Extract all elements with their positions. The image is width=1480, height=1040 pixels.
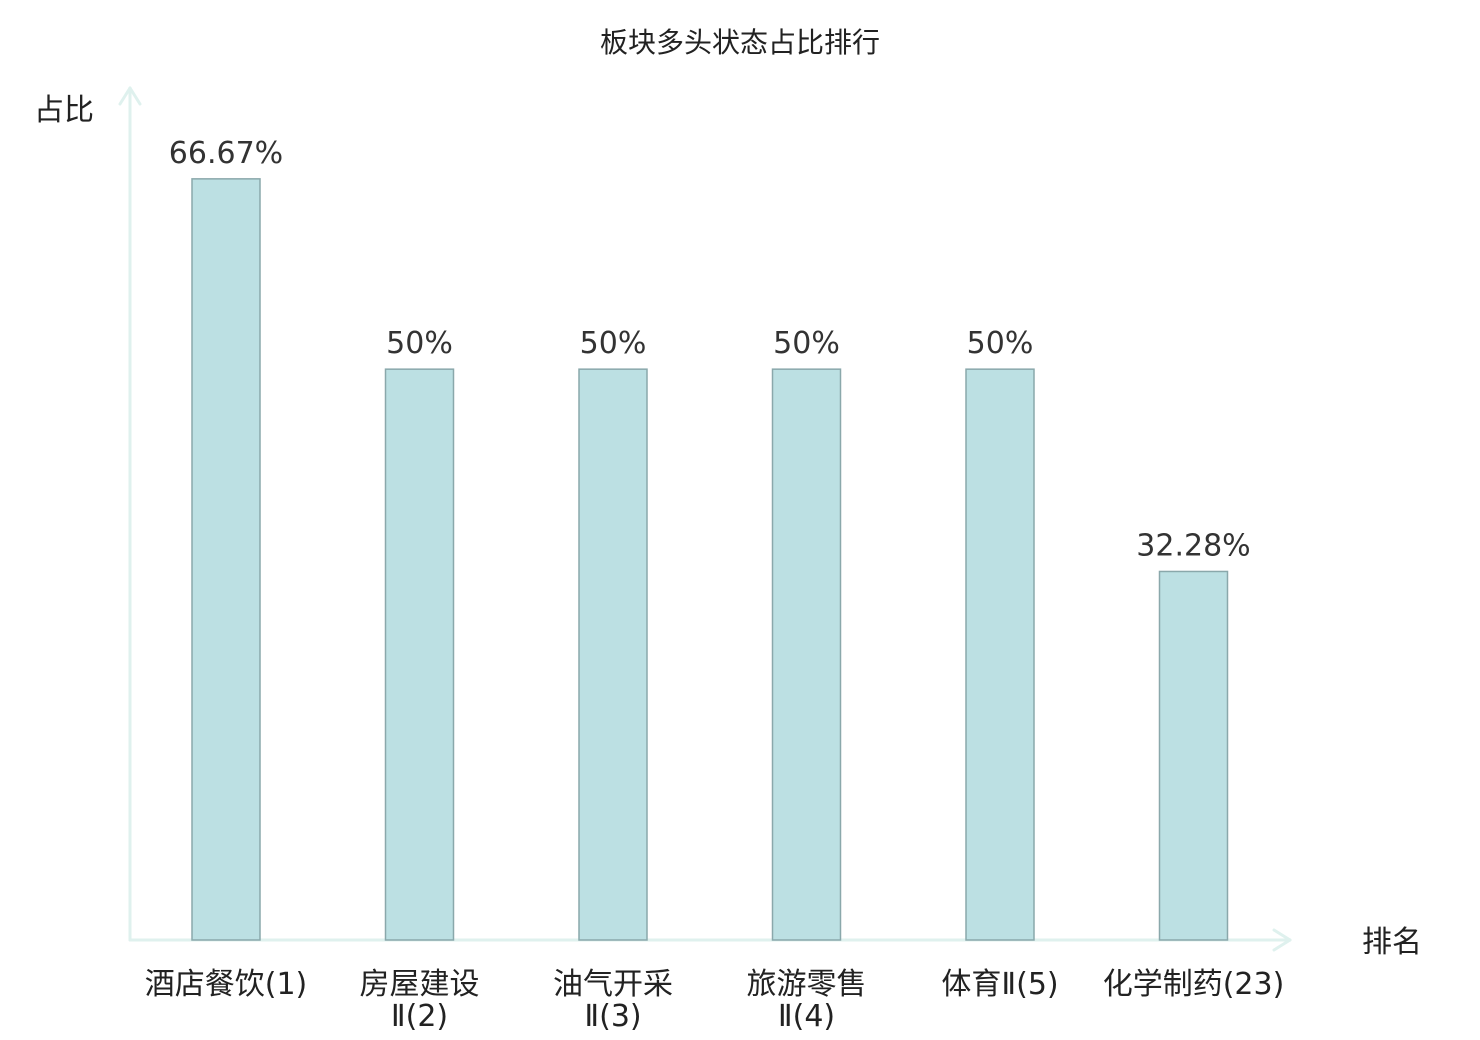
bar	[771, 368, 842, 941]
y-axis-label: 占比	[34, 93, 94, 128]
chart-title: 板块多头状态占比排行	[600, 26, 880, 59]
axes	[118, 86, 1292, 952]
category-tick-label: Ⅱ(2)	[391, 999, 448, 1034]
value-labels-group: 66.67% 50% 50% 50% 50% 32.28%	[169, 136, 1251, 564]
x-axis-arrow-bottom	[1272, 938, 1292, 952]
category-tick-label: 酒店餐饮(1)	[145, 967, 308, 1002]
x-axis-label: 排名	[1362, 925, 1422, 960]
bar-value-label: 50%	[386, 326, 453, 361]
bar-value-label: 50%	[580, 326, 647, 361]
category-tick-label: Ⅱ(4)	[778, 999, 835, 1034]
bar-value-label: 50%	[773, 326, 840, 361]
x-axis-arrow-top	[1272, 928, 1292, 942]
bar-value-label: 50%	[967, 326, 1034, 361]
bar-value-label: 66.67%	[169, 136, 283, 171]
bar	[191, 178, 261, 941]
category-tick-label: 化学制药(23)	[1103, 967, 1285, 1002]
y-axis-arrow-right	[128, 86, 142, 106]
y-axis-arrow-left	[118, 86, 132, 106]
category-tick-label: 房屋建设	[360, 967, 480, 1002]
category-tick-label: 旅游零售	[747, 967, 867, 1002]
bar	[965, 368, 1035, 941]
bar	[384, 368, 455, 941]
category-tick-label: 体育Ⅱ(5)	[941, 967, 1058, 1002]
bar	[578, 368, 648, 941]
category-tick-label: 油气开采	[553, 967, 673, 1002]
bar	[1158, 570, 1229, 941]
bar-value-label: 32.28%	[1136, 528, 1250, 563]
bars-group	[191, 178, 1229, 941]
category-tick-label: Ⅱ(3)	[584, 999, 641, 1034]
